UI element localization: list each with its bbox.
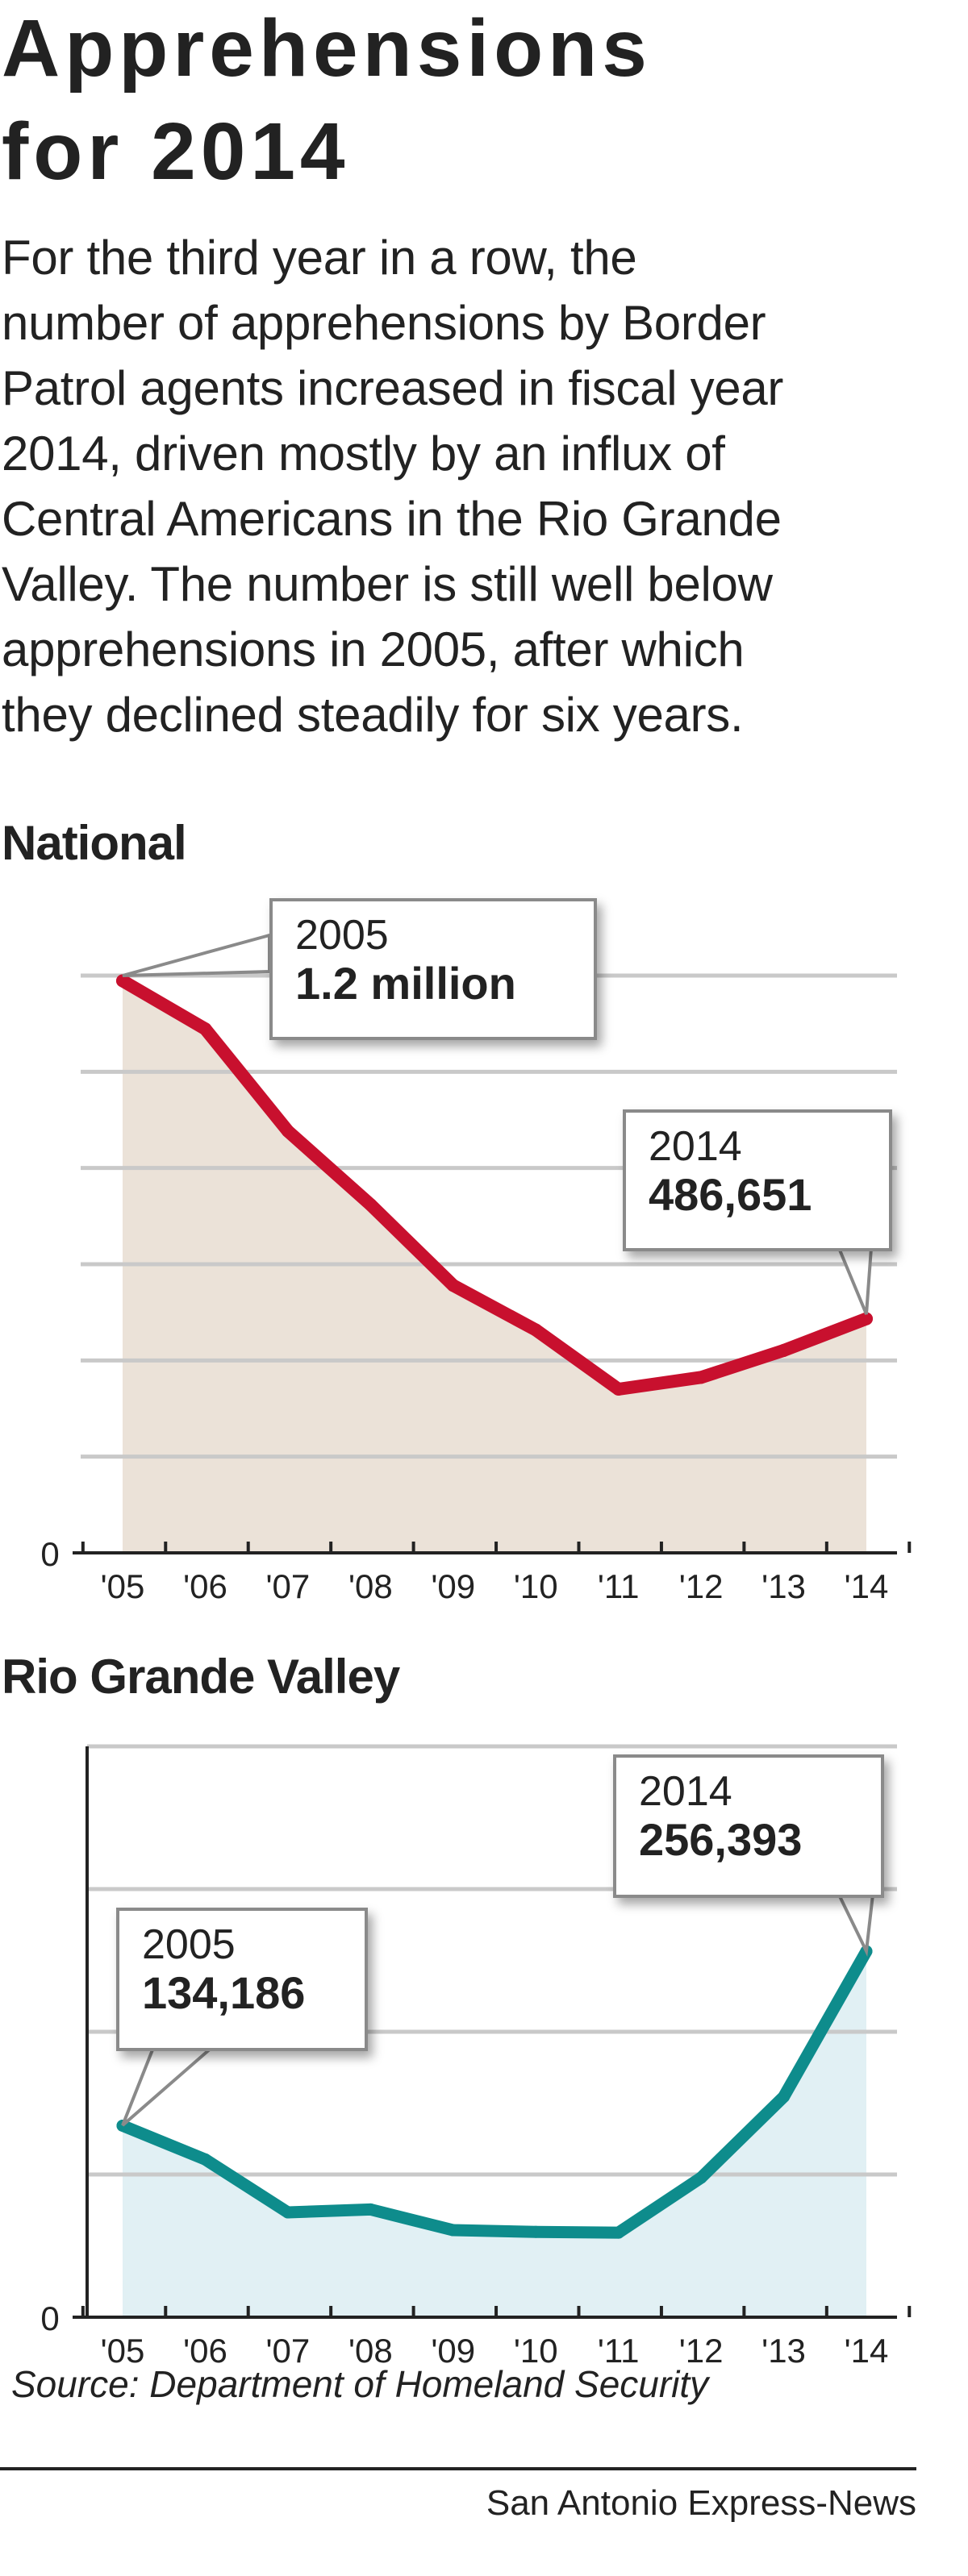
credit-line: San Antonio Express-News: [486, 2483, 916, 2523]
y-tick-label: 0: [40, 2299, 59, 2337]
x-tick-label: '09: [431, 2332, 475, 2370]
x-tick-label: '11: [598, 1567, 640, 1605]
data-point: [446, 1279, 460, 1292]
x-tick-label: '05: [101, 1567, 145, 1605]
data-point: [198, 2153, 211, 2166]
body-line: apprehensions in 2005, after which: [2, 622, 745, 676]
data-point: [529, 2225, 542, 2238]
x-tick-label: '11: [598, 2332, 640, 2370]
series-line: [116, 1945, 873, 2239]
x-tick-label: '06: [183, 1567, 227, 1605]
body-line: they declined steadily for six years.: [2, 688, 744, 742]
body-line: number of apprehensions by Border: [2, 296, 766, 350]
data-point: [612, 2226, 625, 2239]
body-line: Patrol agents increased in fiscal year: [2, 361, 784, 415]
x-tick-label: '06: [183, 2332, 227, 2370]
source-note: Source: Department of Homeland Security: [11, 2363, 709, 2405]
x-tick-label: '07: [266, 1567, 311, 1605]
callout-year: 2005: [142, 1921, 236, 1968]
data-point: [282, 2206, 294, 2219]
callout-year: 2005: [295, 912, 389, 959]
x-tick-label: '08: [348, 1567, 393, 1605]
x-tick-label: '08: [348, 2332, 393, 2370]
data-point: [529, 1323, 543, 1337]
x-tick-label: '14: [845, 1567, 889, 1605]
callout-value: 134,186: [142, 1967, 306, 2019]
area-fill: [123, 980, 866, 1553]
x-tick-label: '12: [679, 2332, 724, 2370]
area-fill: [123, 1951, 866, 2317]
rgv-chart-title: Rio Grande Valley: [2, 1650, 400, 1704]
data-point: [364, 2203, 377, 2216]
callout-value: 1.2 million: [295, 958, 516, 1009]
data-point: [860, 1312, 873, 1325]
national-chart-title: National: [2, 816, 187, 870]
x-tick-label: '10: [514, 1567, 558, 1605]
national-2005-callout: 2005 1.2 million: [269, 898, 597, 1040]
rgv-2005-callout: 2005 134,186: [116, 1908, 368, 2051]
x-tick-label: '13: [761, 2332, 806, 2370]
callout-pointer: [837, 1246, 874, 1315]
data-point: [447, 2224, 460, 2237]
data-point: [116, 974, 129, 988]
body-line: For the third year in a row, the: [2, 231, 637, 285]
callout-value: 486,651: [649, 1169, 812, 1221]
data-point: [695, 2171, 707, 2184]
data-point: [281, 1124, 294, 1138]
y-tick-label: 0: [40, 1535, 59, 1573]
title-line-2: for 2014: [2, 106, 350, 197]
footer-divider: [0, 2467, 916, 2470]
body-line: 2014, driven mostly by an influx of: [2, 427, 725, 481]
callout-pointer: [121, 2046, 216, 2127]
x-tick-label: '07: [266, 2332, 311, 2370]
data-point: [198, 1022, 212, 1036]
callout-value: 256,393: [639, 1814, 803, 1866]
data-point: [778, 2091, 791, 2104]
data-point: [611, 1382, 625, 1396]
x-tick-label: '09: [431, 1567, 475, 1605]
x-tick-label: '13: [761, 1567, 806, 1605]
callout-pointer: [122, 933, 271, 977]
x-tick-label: '05: [101, 2332, 145, 2370]
body-line: Valley. The number is still well below: [2, 557, 773, 611]
national-chart: '05 '06 '07 '08 '09 '10 '11 '12 '13 '14 0: [40, 933, 912, 1605]
series-line: [116, 974, 873, 1396]
national-2014-callout: 2014 486,651: [623, 1109, 892, 1251]
rgv-2014-callout: 2014 256,393: [613, 1754, 884, 1898]
callout-year: 2014: [639, 1768, 732, 1815]
x-tick-label: '10: [514, 2332, 558, 2370]
body-line: Central Americans in the Rio Grande: [2, 492, 782, 546]
callout-pointer: [836, 1893, 875, 1958]
x-tick-label: '14: [845, 2332, 889, 2370]
x-tick-label: '12: [679, 1567, 724, 1605]
data-point: [695, 1371, 708, 1384]
title-line-1: Apprehensions: [2, 3, 652, 94]
data-point: [364, 1198, 378, 1212]
data-point: [777, 1343, 791, 1357]
callout-year: 2014: [649, 1123, 742, 1170]
